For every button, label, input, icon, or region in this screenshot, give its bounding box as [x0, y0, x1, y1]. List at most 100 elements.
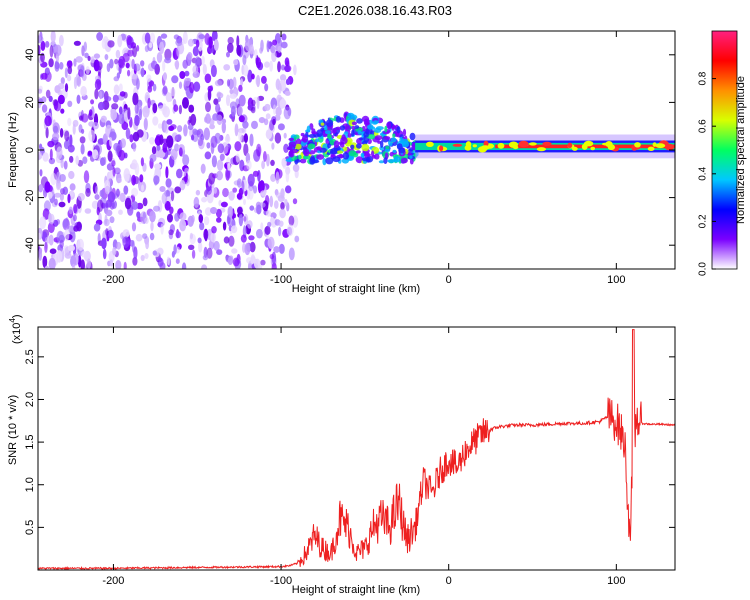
noise-blob	[279, 208, 286, 219]
noise-blob	[122, 236, 130, 249]
noise-blob	[226, 51, 230, 58]
noise-blob	[164, 57, 172, 64]
noise-blob	[82, 156, 88, 164]
onset-blob	[324, 130, 331, 135]
colorbar-tick-label: 0.4	[698, 166, 709, 180]
noise-blob	[200, 163, 206, 174]
noise-blob	[184, 70, 190, 77]
onset-blob	[311, 128, 316, 135]
noise-blob	[279, 98, 287, 109]
spectrogram-y-ticks: -40 -20 0 20 40	[24, 49, 675, 253]
noise-blob	[238, 115, 245, 123]
noise-blob	[136, 211, 141, 219]
noise-blob	[118, 55, 126, 69]
noise-blob	[122, 229, 130, 238]
noise-blob	[209, 118, 215, 127]
spectrogram-x-tick-label: 100	[607, 274, 625, 286]
noise-blob	[283, 132, 287, 139]
onset-blob	[400, 157, 408, 164]
noise-blob	[240, 234, 247, 243]
noise-blob	[124, 197, 132, 210]
carrier-blob	[472, 144, 477, 148]
noise-blob	[134, 103, 139, 114]
noise-blob	[232, 76, 237, 89]
onset-blob	[360, 153, 365, 158]
noise-blob	[86, 258, 91, 269]
onset-blob	[354, 125, 360, 129]
carrier-blob	[602, 142, 612, 146]
noise-blob	[57, 82, 65, 90]
noise-blob	[67, 144, 75, 153]
noise-blob	[123, 261, 127, 269]
noise-blob	[160, 223, 164, 235]
noise-blob	[170, 190, 175, 202]
noise-blob	[233, 59, 239, 66]
noise-blob	[142, 233, 148, 239]
noise-blob	[39, 143, 43, 150]
onset-blob	[356, 118, 363, 124]
noise-blob	[182, 97, 189, 109]
onset-blob	[380, 140, 384, 148]
onset-blob	[351, 125, 355, 130]
noise-blob	[283, 106, 291, 120]
noise-blob	[40, 40, 46, 52]
noise-blob	[248, 235, 255, 241]
noise-blob	[252, 170, 259, 177]
onset-blob	[288, 157, 292, 162]
carrier-blob	[452, 143, 463, 147]
noise-blob	[104, 96, 112, 102]
noise-blob	[118, 83, 123, 92]
noise-blob	[107, 229, 114, 239]
noise-blob	[119, 192, 126, 203]
noise-blob	[72, 119, 79, 127]
noise-blob	[63, 160, 68, 170]
noise-blob	[60, 158, 64, 169]
onset-blob	[314, 138, 320, 143]
noise-blob	[292, 164, 300, 172]
noise-blob	[42, 208, 50, 220]
noise-blob	[47, 140, 55, 148]
noise-blob	[66, 74, 72, 82]
spectrogram-y-tick-label: -40	[24, 237, 36, 253]
noise-blob	[236, 35, 240, 48]
noise-blob	[241, 180, 245, 192]
noise-blob	[182, 171, 187, 177]
noise-blob	[112, 166, 116, 177]
noise-blob	[190, 113, 197, 126]
onset-blob	[396, 143, 403, 150]
noise-blob	[271, 262, 277, 269]
noise-blob	[77, 238, 84, 251]
noise-blob	[231, 248, 238, 254]
noise-blob	[56, 171, 61, 184]
noise-blob	[149, 153, 157, 163]
onset-blob	[320, 122, 325, 126]
noise-blob	[175, 231, 181, 239]
carrier-blob	[497, 142, 505, 149]
noise-blob	[130, 239, 134, 247]
noise-blob	[162, 143, 168, 153]
noise-blob	[227, 162, 231, 171]
carrier-blob	[439, 145, 444, 152]
noise-blob	[56, 146, 63, 160]
noise-blob	[284, 65, 292, 73]
noise-blob	[41, 72, 48, 80]
noise-blob	[53, 125, 59, 134]
onset-blob	[299, 158, 307, 164]
noise-blob	[201, 55, 205, 66]
noise-blob	[40, 52, 45, 63]
noise-blob	[247, 220, 253, 229]
noise-blob	[64, 130, 70, 142]
noise-blob	[274, 132, 282, 144]
noise-blob	[243, 198, 246, 206]
noise-blob	[280, 202, 285, 210]
snr-background	[38, 327, 675, 570]
noise-blob	[277, 45, 282, 53]
noise-blob	[94, 79, 102, 91]
noise-blob	[206, 142, 211, 149]
noise-blob	[229, 93, 237, 99]
noise-blob	[104, 185, 111, 195]
noise-blob	[285, 78, 291, 86]
noise-blob	[196, 128, 204, 138]
noise-blob	[100, 115, 107, 123]
noise-blob	[261, 75, 267, 84]
